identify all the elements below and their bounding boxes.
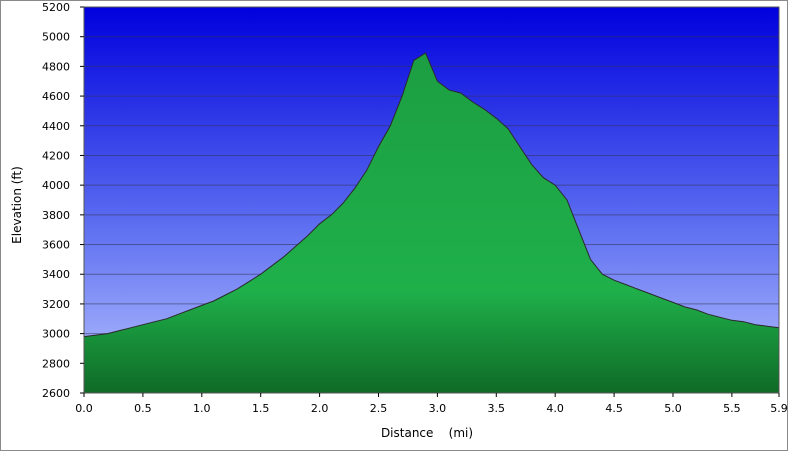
y-tick-label: 3800 (42, 209, 70, 222)
y-tick-label: 2800 (42, 357, 70, 370)
x-tick-label: 4.0 (546, 402, 564, 415)
elevation-line (83, 52, 780, 338)
x-tick-label: 3.5 (488, 402, 506, 415)
x-tick-label: 3.0 (429, 402, 447, 415)
y-tick-label: 2600 (42, 387, 70, 400)
x-tick-label: 1.5 (252, 402, 270, 415)
x-axis-title: Distance (mi) (381, 426, 473, 440)
y-tick-label: 3000 (42, 328, 70, 341)
x-tick-label: 0.0 (75, 402, 93, 415)
y-tick-label: 3400 (42, 268, 70, 281)
x-tick-label: 2.5 (370, 402, 388, 415)
elevation-area (84, 53, 779, 393)
x-tick-label: 4.5 (605, 402, 623, 415)
y-axis-ticks: 2600 2800 3000 3200 3400 3600 3800 4000 4200 4400… (42, 1, 84, 400)
x-tick-label: 5.5 (723, 402, 741, 415)
plot-border (83, 6, 780, 394)
y-tick-label: 4800 (42, 60, 70, 73)
x-tick-label: 0.5 (134, 402, 152, 415)
x-tick-label: 2.0 (311, 402, 329, 415)
y-tick-label: 4200 (42, 149, 70, 162)
y-tick-label: 3200 (42, 298, 70, 311)
x-tick-label: 5.0 (664, 402, 682, 415)
y-tick-label: 3600 (42, 239, 70, 252)
y-tick-label: 5200 (42, 1, 70, 14)
y-axis-title: Elevation (ft) (10, 166, 24, 244)
y-tick-label: 4000 (42, 179, 70, 192)
x-axis-ticks: 0.0 0.5 1.0 1.5 2.0 2.5 3.0 3.5 4.0 4.5 5.0 5.5 5.9 (75, 393, 788, 415)
x-tick-label: 5.9 (770, 402, 788, 415)
y-tick-label: 5000 (42, 31, 70, 44)
y-tick-label: 4400 (42, 120, 70, 133)
y-tick-label: 4600 (42, 90, 70, 103)
x-tick-label: 1.0 (193, 402, 211, 415)
